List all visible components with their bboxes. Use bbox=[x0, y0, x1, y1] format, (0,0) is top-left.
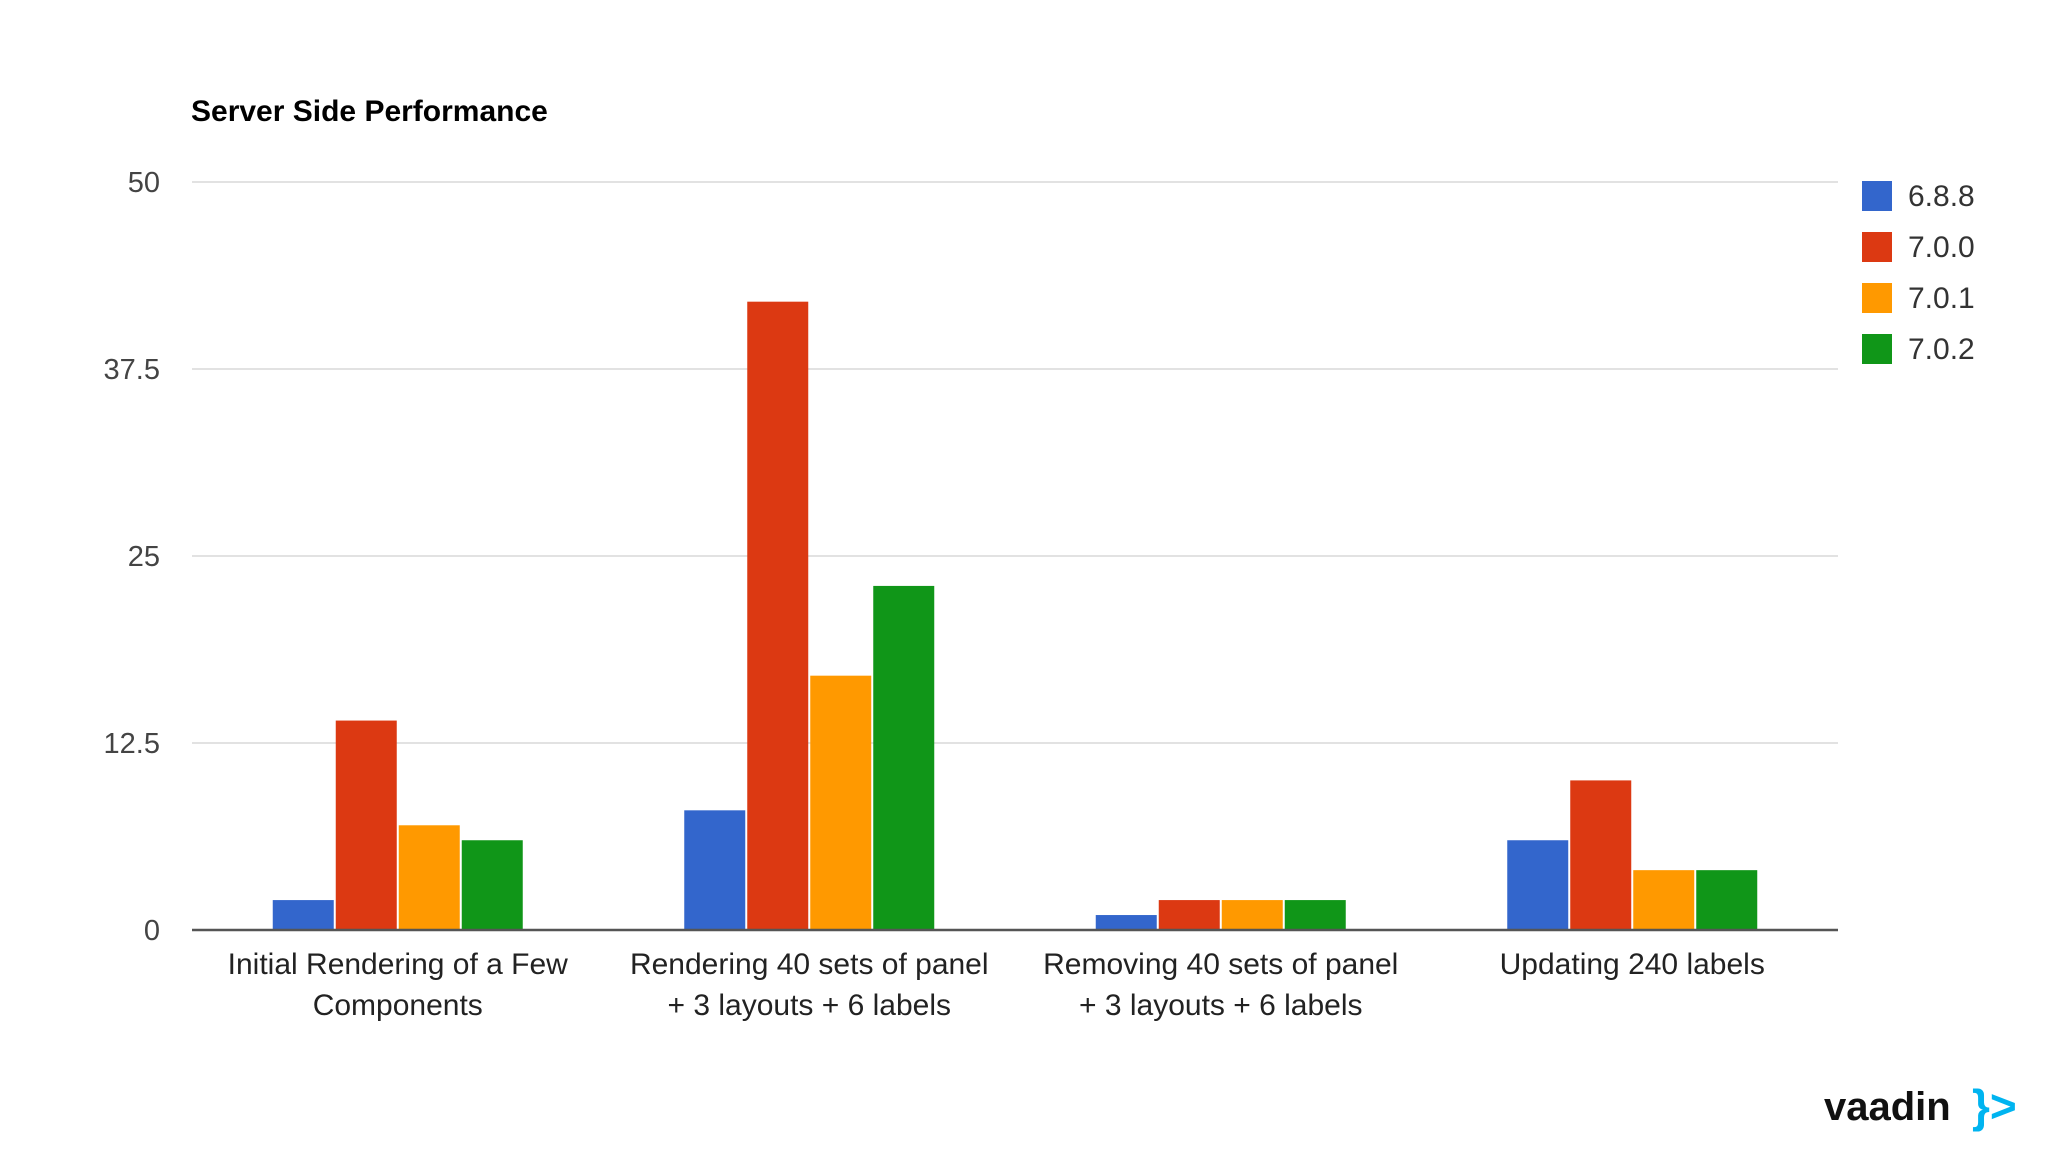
legend-label: 7.0.2 bbox=[1908, 333, 1975, 366]
x-category-label: Updating 240 labels bbox=[1500, 948, 1765, 981]
legend-swatch bbox=[1862, 181, 1892, 211]
y-tick-label: 12.5 bbox=[104, 728, 160, 760]
bar-7-0-2-1 bbox=[461, 840, 523, 930]
legend-swatch bbox=[1862, 283, 1892, 313]
y-axis-ticks: 0 12.5 25 37.5 50 bbox=[104, 167, 160, 947]
bar-7-0-2-4 bbox=[1696, 870, 1758, 930]
x-category-label: Rendering 40 sets of panel bbox=[630, 948, 989, 981]
legend-label: 7.0.0 bbox=[1908, 231, 1975, 264]
bar-6-8-8-1 bbox=[272, 900, 334, 930]
gridlines bbox=[192, 181, 1838, 744]
x-category-label: + 3 layouts + 6 labels bbox=[667, 989, 951, 1022]
bar-6-8-8-2 bbox=[684, 810, 746, 930]
chart-title: Server Side Performance bbox=[191, 95, 548, 128]
y-tick-label: 50 bbox=[128, 167, 160, 199]
bar-6-8-8-4 bbox=[1507, 840, 1569, 930]
x-category-label: + 3 layouts + 6 labels bbox=[1079, 989, 1363, 1022]
bar-7-0-1-1 bbox=[398, 825, 460, 930]
bar-7-0-0-3 bbox=[1158, 900, 1220, 930]
legend-label: 7.0.1 bbox=[1908, 282, 1975, 315]
y-tick-label: 37.5 bbox=[104, 354, 160, 386]
legend: 6.8.8 7.0.0 7.0.1 7.0.2 bbox=[1862, 180, 1975, 366]
bar-7-0-1-3 bbox=[1221, 900, 1283, 930]
bar-7-0-2-2 bbox=[873, 585, 935, 930]
bar-7-0-0-2 bbox=[747, 301, 809, 930]
y-tick-label: 25 bbox=[128, 541, 160, 573]
x-axis-labels: Initial Rendering of a Few Components Rend… bbox=[228, 948, 1765, 1022]
vaadin-mark: }> bbox=[1972, 1080, 2017, 1132]
x-category-label: Initial Rendering of a Few bbox=[228, 948, 569, 981]
bar-7-0-2-3 bbox=[1284, 900, 1346, 930]
vaadin-wordmark: vaadin bbox=[1824, 1085, 1951, 1129]
bar-6-8-8-3 bbox=[1095, 915, 1157, 930]
legend-swatch bbox=[1862, 232, 1892, 262]
y-tick-label: 0 bbox=[144, 915, 160, 947]
legend-label: 6.8.8 bbox=[1908, 180, 1975, 213]
x-category-label: Components bbox=[313, 989, 483, 1022]
bar-7-0-0-1 bbox=[335, 720, 397, 930]
bar-7-0-0-4 bbox=[1570, 780, 1632, 930]
x-category-label: Removing 40 sets of panel bbox=[1043, 948, 1398, 981]
legend-swatch bbox=[1862, 334, 1892, 364]
vaadin-logo: vaadin }> bbox=[1824, 1080, 2017, 1132]
bars bbox=[272, 301, 1758, 930]
bar-7-0-1-2 bbox=[810, 675, 872, 930]
bar-7-0-1-4 bbox=[1633, 870, 1695, 930]
